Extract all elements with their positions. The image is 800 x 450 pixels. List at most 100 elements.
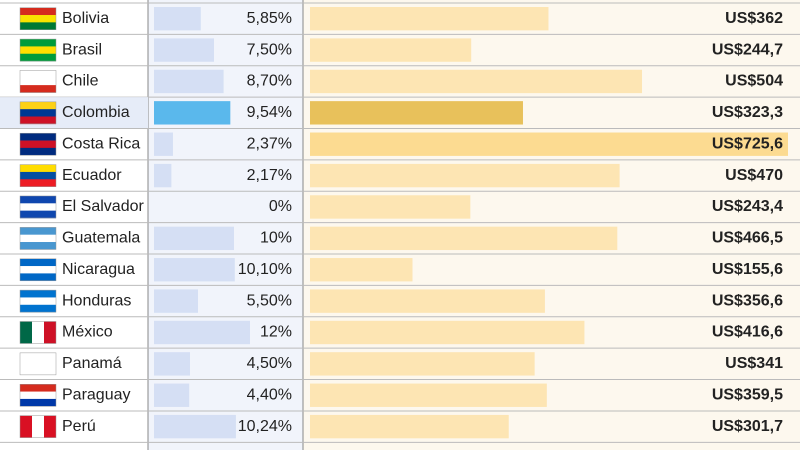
flag — [20, 266, 56, 274]
flag — [20, 109, 56, 117]
percent-bar — [154, 101, 231, 125]
percent-bar — [154, 7, 201, 31]
flag-border — [19, 101, 57, 125]
country-name: Costa Rica — [62, 135, 140, 152]
flag — [20, 22, 56, 30]
country-name: México — [62, 324, 113, 341]
flag — [20, 164, 56, 173]
percent-label: 12% — [260, 324, 292, 341]
flag — [20, 227, 56, 235]
amount-bar — [310, 258, 413, 282]
country-name: Perú — [62, 418, 96, 435]
amount-bar — [310, 383, 547, 407]
amount-label: US$323,3 — [712, 104, 783, 121]
percent-bar — [154, 414, 236, 439]
percent-label: 2,17% — [247, 167, 292, 184]
country-name: Guatemala — [62, 230, 140, 247]
country-name: Paraguay — [62, 386, 131, 403]
percent-label: 9,54% — [247, 104, 292, 121]
flag-border — [19, 38, 57, 62]
flag-border — [19, 132, 57, 156]
amount-label: US$341 — [725, 355, 783, 372]
flag-border — [19, 195, 57, 219]
amount-bar — [310, 289, 545, 313]
percent-label: 0% — [269, 198, 292, 215]
amount-label: US$301,7 — [712, 418, 783, 435]
amount-label: US$416,6 — [712, 324, 783, 341]
flag — [20, 203, 56, 211]
amount-label: US$244,7 — [712, 41, 783, 58]
percent-label: 7,50% — [247, 41, 292, 58]
amount-bar — [310, 132, 788, 156]
flag — [20, 367, 56, 376]
flag — [20, 39, 56, 47]
amount-bar — [310, 7, 549, 31]
percent-column — [148, 0, 303, 450]
amount-label: US$356,6 — [712, 292, 783, 309]
country-name: Colombia — [62, 104, 130, 121]
amount-bar — [310, 38, 472, 62]
flag — [20, 15, 56, 23]
amount-bar — [310, 414, 509, 439]
amount-bar — [310, 226, 618, 251]
flag — [44, 415, 56, 438]
flag — [20, 7, 56, 16]
flag — [20, 77, 56, 86]
percent-label: 8,70% — [247, 73, 292, 90]
percent-bar — [154, 320, 250, 345]
percent-bar — [154, 258, 235, 282]
percent-bar — [154, 38, 214, 62]
amount-label: US$504 — [725, 73, 783, 90]
flag — [20, 391, 56, 400]
flag — [20, 210, 56, 219]
flag — [20, 290, 56, 298]
amount-bar — [310, 69, 643, 94]
amount-label: US$470 — [725, 167, 783, 184]
flag-border — [19, 415, 57, 438]
flag — [32, 321, 44, 344]
flag-border — [19, 258, 57, 281]
country-name: Nicaragua — [62, 261, 135, 278]
amount-column — [303, 0, 800, 450]
country-name: Brasil — [62, 41, 102, 58]
flag — [20, 352, 56, 361]
flag — [20, 140, 56, 149]
flag-border — [19, 7, 57, 30]
amount-bar — [310, 101, 523, 125]
percent-bar — [154, 289, 198, 313]
flag — [20, 398, 56, 407]
flag — [20, 297, 56, 306]
flag — [20, 53, 56, 62]
flag — [20, 384, 56, 392]
flag-border — [19, 164, 57, 187]
flag — [20, 171, 56, 180]
percent-label: 4,50% — [247, 355, 292, 372]
country-name: Chile — [62, 73, 99, 90]
flag — [20, 85, 56, 93]
amount-bar — [310, 163, 620, 188]
flag — [32, 415, 44, 438]
percent-label: 5,85% — [247, 10, 292, 27]
flag — [20, 242, 56, 250]
flag — [20, 360, 56, 368]
percent-label: 10% — [260, 230, 292, 247]
percent-bar — [154, 352, 190, 376]
flag — [20, 179, 56, 187]
flag-border — [19, 352, 57, 376]
flag — [20, 234, 56, 243]
amount-bar — [310, 195, 471, 219]
flag — [20, 273, 56, 282]
percent-label: 10,10% — [238, 261, 292, 278]
flag — [20, 415, 32, 438]
amount-label: US$359,5 — [712, 386, 783, 403]
flag — [20, 133, 56, 141]
percent-bar — [154, 163, 172, 188]
flag — [20, 101, 56, 110]
amount-bar — [310, 352, 535, 376]
flag-border — [19, 289, 57, 313]
flag-border — [19, 70, 57, 93]
country-name: Honduras — [62, 292, 131, 309]
percent-bar — [154, 383, 190, 407]
percent-label: 2,37% — [247, 135, 292, 152]
